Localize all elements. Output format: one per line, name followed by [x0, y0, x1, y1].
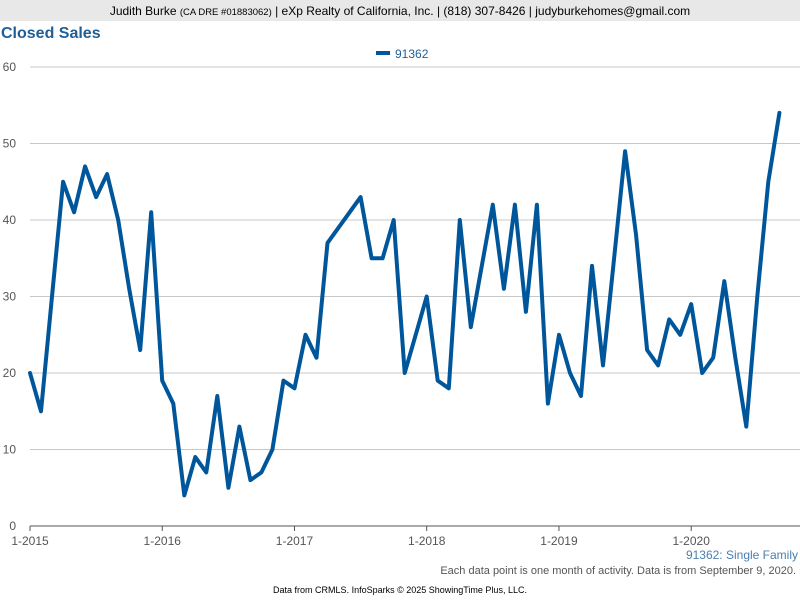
y-tick-label: 0 [9, 519, 16, 533]
x-tick-label: 1-2016 [144, 534, 182, 545]
footer-credit: Data from CRMLS. InfoSparks © 2025 Showi… [273, 585, 527, 595]
x-tick-label: 1-2020 [673, 534, 711, 545]
series-layer [28, 110, 782, 498]
x-axis-ticks: 1-2015 1-2016 1-2017 1-2018 1-2019 1-2020 [11, 526, 710, 545]
agent-license: (CA DRE #01883062) [179, 7, 272, 18]
chart-subtitle: 91362: Single Family [685, 548, 798, 562]
y-tick-label: 60 [3, 60, 17, 74]
agent-contact: | eXp Realty of California, Inc. | (818)… [275, 4, 691, 18]
legend-swatch [376, 51, 390, 55]
series-line [28, 110, 782, 498]
x-tick-label: 1-2017 [276, 534, 314, 545]
x-tick-label: 1-2018 [408, 534, 446, 545]
y-tick-label: 20 [3, 366, 17, 380]
x-tick-label: 1-2015 [11, 534, 49, 545]
agent-header-bar: Judith Burke (CA DRE #01883062) | eXp Re… [0, 0, 800, 21]
y-tick-label: 30 [3, 290, 17, 304]
x-tick-label: 1-2019 [540, 534, 578, 545]
chart-title: Closed Sales [1, 25, 101, 42]
agent-name: Judith Burke [109, 4, 177, 18]
y-tick-label: 40 [3, 213, 17, 227]
legend: 91362 [376, 47, 429, 61]
data-note: Each data point is one month of activity… [440, 565, 796, 577]
legend-entry: 91362 [395, 47, 429, 61]
y-tick-label: 50 [3, 137, 17, 151]
y-tick-label: 10 [3, 443, 17, 457]
y-axis-ticks: 0 10 20 30 40 50 60 [3, 60, 17, 533]
